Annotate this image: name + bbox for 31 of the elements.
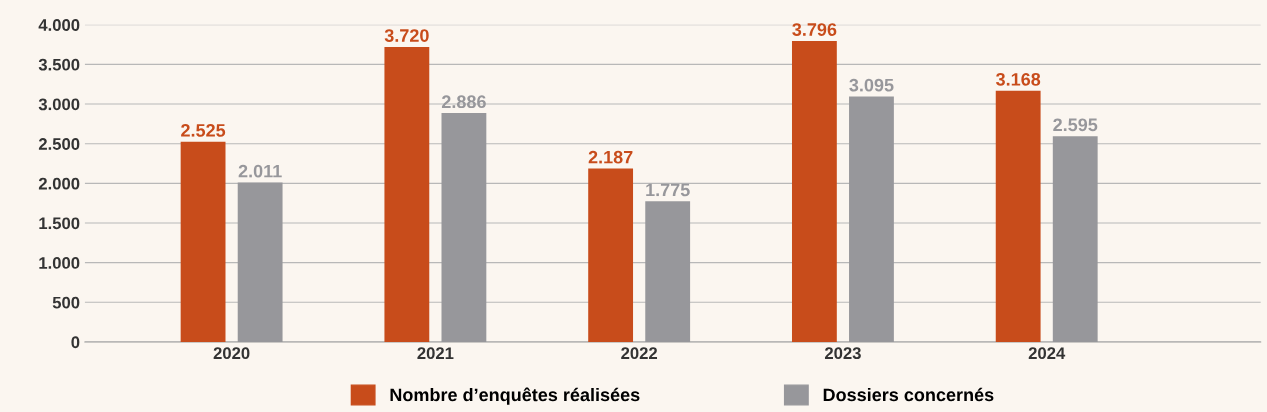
x-tick-label: 2021: [417, 347, 454, 360]
x-tick-label: 2022: [621, 347, 658, 360]
data-label: 3.095: [849, 78, 894, 92]
legend-label: Nombre d’enquêtes réalisées: [390, 387, 640, 405]
legend-label: Dossiers concernés: [823, 387, 994, 402]
y-tick-label: 4.000: [38, 19, 80, 31]
y-tick-label: 1.000: [39, 257, 80, 269]
data-label: 2.011: [238, 164, 282, 178]
data-label: 2.886: [441, 95, 486, 109]
y-tick-label: 500: [52, 296, 80, 309]
x-tick-label: 2024: [1028, 347, 1066, 360]
y-tick-label: 2.500: [38, 138, 80, 150]
data-label: 3.796: [792, 23, 837, 36]
data-label: 3.720: [384, 29, 429, 42]
data-label: 3.168: [996, 72, 1041, 86]
data-label: 2.525: [181, 123, 226, 137]
x-tick-label: 2020: [213, 347, 250, 360]
data-label: 2.595: [1053, 118, 1098, 132]
bar: [384, 46, 430, 342]
y-tick-label: 3.000: [38, 98, 80, 111]
data-label: 1.775: [646, 183, 690, 197]
bar: [588, 168, 634, 342]
y-tick-label: 2.000: [38, 177, 80, 190]
y-tick-label: 3.500: [38, 58, 80, 71]
bar: [995, 90, 1041, 342]
bar: [180, 141, 226, 342]
x-tick-label: 2023: [824, 347, 861, 360]
y-tick-label: 1.500: [39, 217, 80, 230]
bar: [791, 40, 837, 342]
data-label: 2.187: [588, 150, 633, 164]
y-tick-label: 0: [71, 336, 80, 349]
